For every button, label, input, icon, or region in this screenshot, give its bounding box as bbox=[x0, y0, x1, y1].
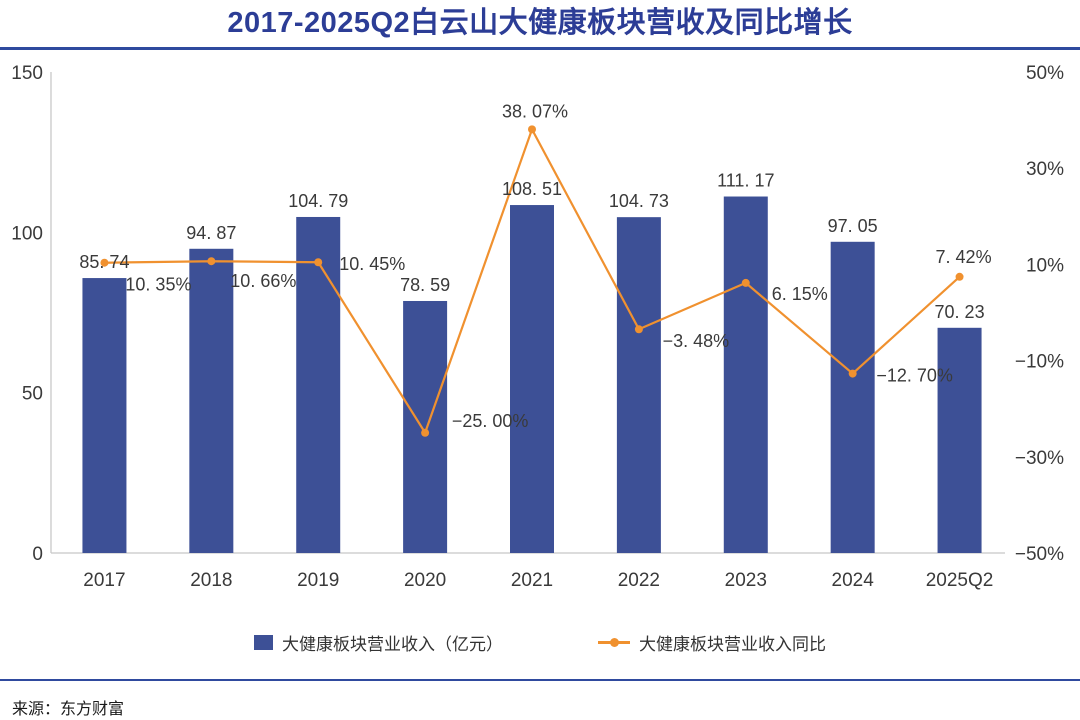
source-text: 来源：东方财富 bbox=[12, 701, 125, 718]
yoy-point-2021 bbox=[528, 125, 536, 134]
yoy-point-2020 bbox=[421, 428, 430, 437]
legend-item-revenue: 大健康板块营业收入（亿元） bbox=[254, 630, 503, 655]
bar-2024 bbox=[830, 241, 875, 553]
left-tick-50: 50 bbox=[22, 384, 43, 405]
legend-revenue-label: 大健康板块营业收入（亿元） bbox=[282, 635, 503, 654]
yoy-point-2024 bbox=[848, 369, 857, 378]
yoy-value-label-2019: 10. 45% bbox=[339, 254, 405, 274]
right-tick-30%: 30% bbox=[1026, 159, 1064, 180]
title-divider bbox=[0, 47, 1080, 50]
x-label-2025Q2: 2025Q2 bbox=[926, 570, 994, 591]
yoy-point-2018 bbox=[207, 257, 216, 266]
yoy-point-2025Q2 bbox=[955, 272, 964, 281]
right-tick-−50%: −50% bbox=[1015, 544, 1064, 565]
bottom-divider bbox=[0, 679, 1080, 681]
right-tick-10%: 10% bbox=[1026, 255, 1064, 276]
bar-2020 bbox=[403, 300, 448, 553]
x-label-2020: 2020 bbox=[404, 570, 446, 591]
bar-2021 bbox=[510, 205, 554, 553]
x-label-2023: 2023 bbox=[725, 570, 767, 591]
yoy-value-label-2024: −12. 70% bbox=[876, 366, 953, 386]
bar-2019 bbox=[296, 216, 341, 554]
yoy-point-2017 bbox=[100, 258, 109, 267]
yoy-value-label-2021: 38. 07% bbox=[502, 101, 568, 121]
bar-value-label-2023: 111. 17 bbox=[717, 171, 774, 191]
line-swatch-icon bbox=[598, 638, 630, 647]
left-tick-100: 100 bbox=[11, 223, 43, 244]
x-label-2019: 2019 bbox=[297, 570, 339, 591]
bar-swatch-icon bbox=[254, 635, 273, 650]
yoy-value-label-2023: 6. 15% bbox=[772, 284, 828, 304]
right-tick-−30%: −30% bbox=[1015, 448, 1064, 469]
x-label-2022: 2022 bbox=[618, 570, 660, 591]
chart-title: 2017-2025Q2白云山大健康板块营收及同比增长 bbox=[227, 7, 853, 39]
bar-2017 bbox=[82, 278, 127, 553]
bar-2018 bbox=[189, 248, 234, 553]
legend: 大健康板块营业收入（亿元） 大健康板块营业收入同比 bbox=[0, 630, 1080, 655]
bar-2025Q2 bbox=[937, 327, 982, 553]
x-label-2021: 2021 bbox=[511, 570, 553, 591]
bar-value-label-2020: 78. 59 bbox=[400, 275, 450, 295]
legend-yoy-label: 大健康板块营业收入同比 bbox=[639, 635, 826, 654]
bar-value-label-2022: 104. 73 bbox=[609, 191, 669, 211]
x-label-2024: 2024 bbox=[832, 570, 875, 591]
bar-value-label-2025Q2: 70. 23 bbox=[935, 302, 985, 322]
x-label-2018: 2018 bbox=[190, 570, 232, 591]
bar-value-label-2021: 108. 51 bbox=[502, 179, 562, 199]
yoy-point-2019 bbox=[314, 258, 323, 267]
yoy-value-label-2018: 10. 66% bbox=[230, 271, 296, 291]
bar-2022 bbox=[616, 217, 661, 553]
bar-value-label-2019: 104. 79 bbox=[288, 191, 348, 211]
yoy-value-label-2020: −25. 00% bbox=[452, 411, 529, 431]
right-tick-50%: 50% bbox=[1026, 63, 1064, 84]
left-tick-0: 0 bbox=[32, 544, 43, 565]
bar-2023 bbox=[723, 196, 768, 553]
line-marker-icon bbox=[610, 638, 619, 647]
bar-value-label-2024: 97. 05 bbox=[828, 216, 878, 236]
yoy-point-2022 bbox=[634, 325, 643, 334]
left-tick-150: 150 bbox=[11, 63, 43, 84]
bar-value-label-2018: 94. 87 bbox=[186, 223, 236, 243]
yoy-point-2023 bbox=[741, 278, 750, 287]
yoy-value-label-2025Q2: 7. 42% bbox=[936, 247, 992, 267]
right-tick-−10%: −10% bbox=[1015, 352, 1064, 373]
yoy-value-label-2022: −3. 48% bbox=[663, 331, 730, 351]
legend-item-yoy: 大健康板块营业收入同比 bbox=[598, 630, 826, 655]
yoy-value-label-2017: 10. 35% bbox=[125, 275, 191, 295]
x-label-2017: 2017 bbox=[83, 570, 125, 591]
